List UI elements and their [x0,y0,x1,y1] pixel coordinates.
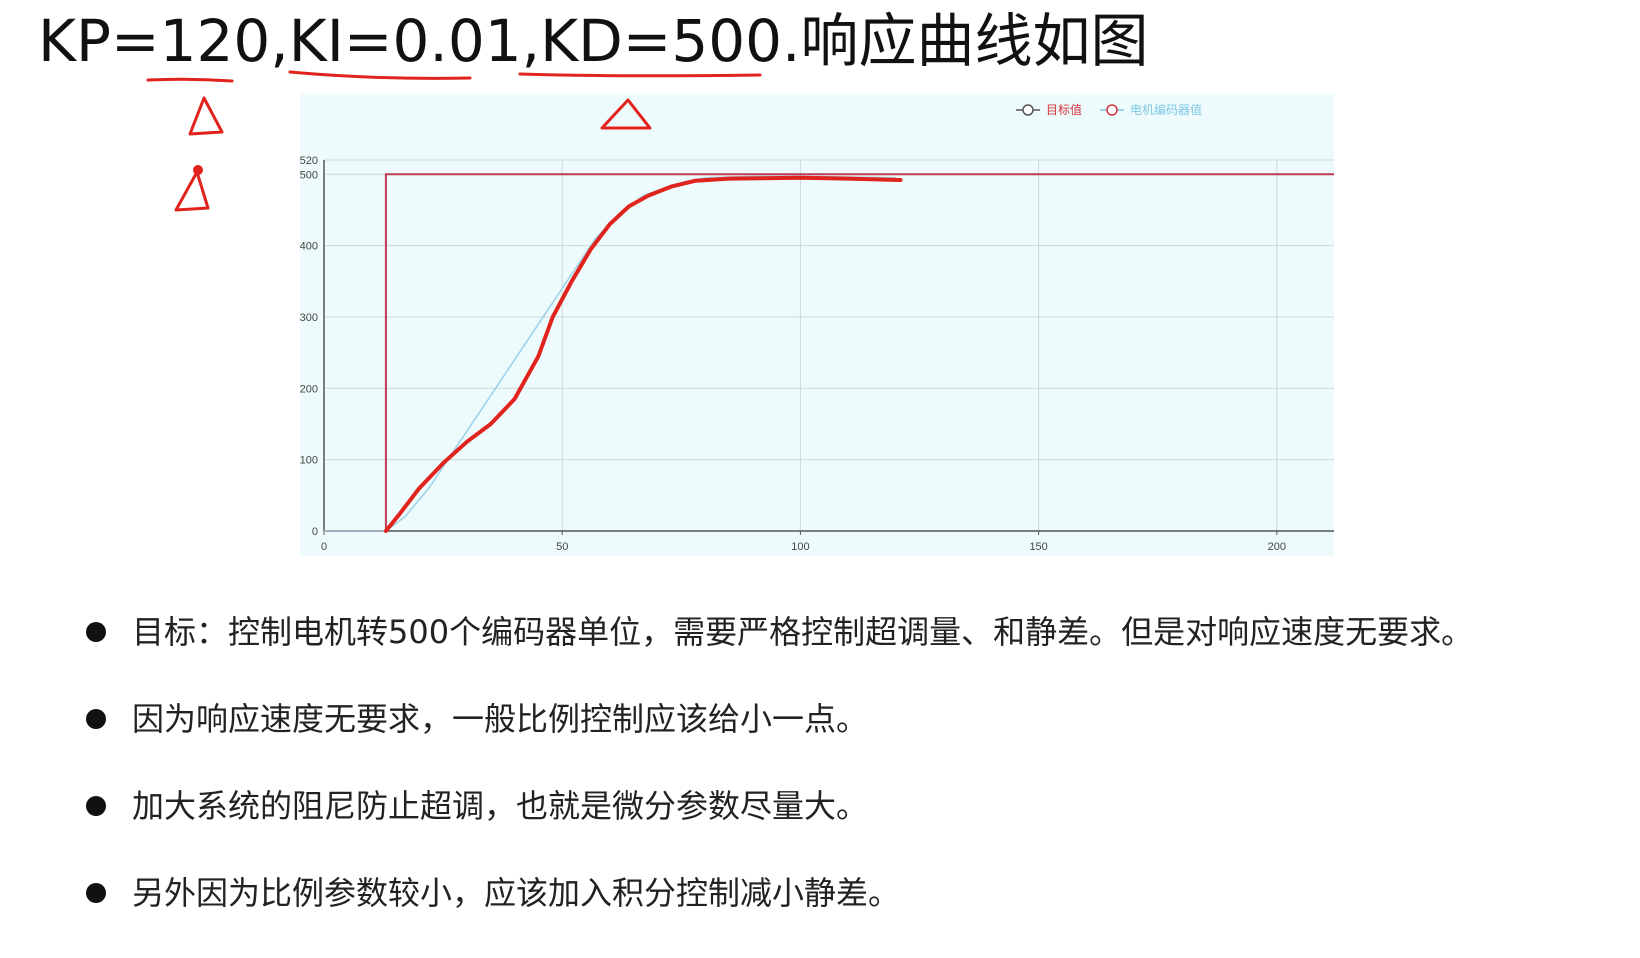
y-tick-label: 0 [312,526,318,538]
y-tick-label: 200 [300,383,318,395]
bullet-list: 目标：控制电机转500个编码器单位，需要严格控制超调量、和静差。但是对响应速度无… [86,610,1626,958]
y-tick-label: 300 [300,312,318,324]
legend: 目标值 电机编码器值 [1016,102,1202,117]
x-tick-label: 150 [1029,541,1047,553]
pen-dot [193,165,203,175]
legend-marker-icon [1022,104,1034,116]
bullet-dot-icon [86,622,106,642]
x-tick-label: 200 [1268,541,1286,553]
legend-label: 电机编码器值 [1130,102,1202,117]
triangle-mark-1 [188,96,224,136]
bullet-text: 因为响应速度无要求，一般比例控制应该给小一点。 [132,700,869,738]
x-tick-label: 100 [791,541,809,553]
y-tick-label: 100 [300,455,318,467]
bullet-dot-icon [86,796,106,816]
chart-background [300,94,1334,556]
y-tick-label: 520 [300,155,318,167]
bullet-text: 加大系统的阻尼防止超调，也就是微分参数尽量大。 [132,787,869,825]
bullet-text: 另外因为比例参数较小，应该加入积分控制减小静差。 [132,874,901,912]
y-tick-label: 500 [300,169,318,181]
triangle-mark-3 [174,170,210,212]
underline-kp [146,77,234,83]
x-tick-label: 0 [321,541,327,553]
legend-label: 目标值 [1046,102,1082,117]
bullet-dot-icon [86,883,106,903]
bullet-item-2: 因为响应速度无要求，一般比例控制应该给小一点。 [86,697,1626,784]
response-chart: 0 100 200 300 400 500 520 0 50 100 150 200 目标值 电机编码器… [300,94,1334,556]
bullet-dot-icon [86,709,106,729]
page-title: KP=120,KI=0.01,KD=500.响应曲线如图 [38,7,1149,75]
bullet-item-4: 另外因为比例参数较小，应该加入积分控制减小静差。 [86,871,1626,958]
bullet-item-1: 目标：控制电机转500个编码器单位，需要严格控制超调量、和静差。但是对响应速度无… [86,610,1626,697]
x-tick-label: 50 [556,541,568,553]
bullet-item-3: 加大系统的阻尼防止超调，也就是微分参数尽量大。 [86,784,1626,871]
y-tick-label: 400 [300,241,318,253]
bullet-text: 目标：控制电机转500个编码器单位，需要严格控制超调量、和静差。但是对响应速度无… [132,613,1474,651]
legend-marker-icon [1106,104,1118,116]
